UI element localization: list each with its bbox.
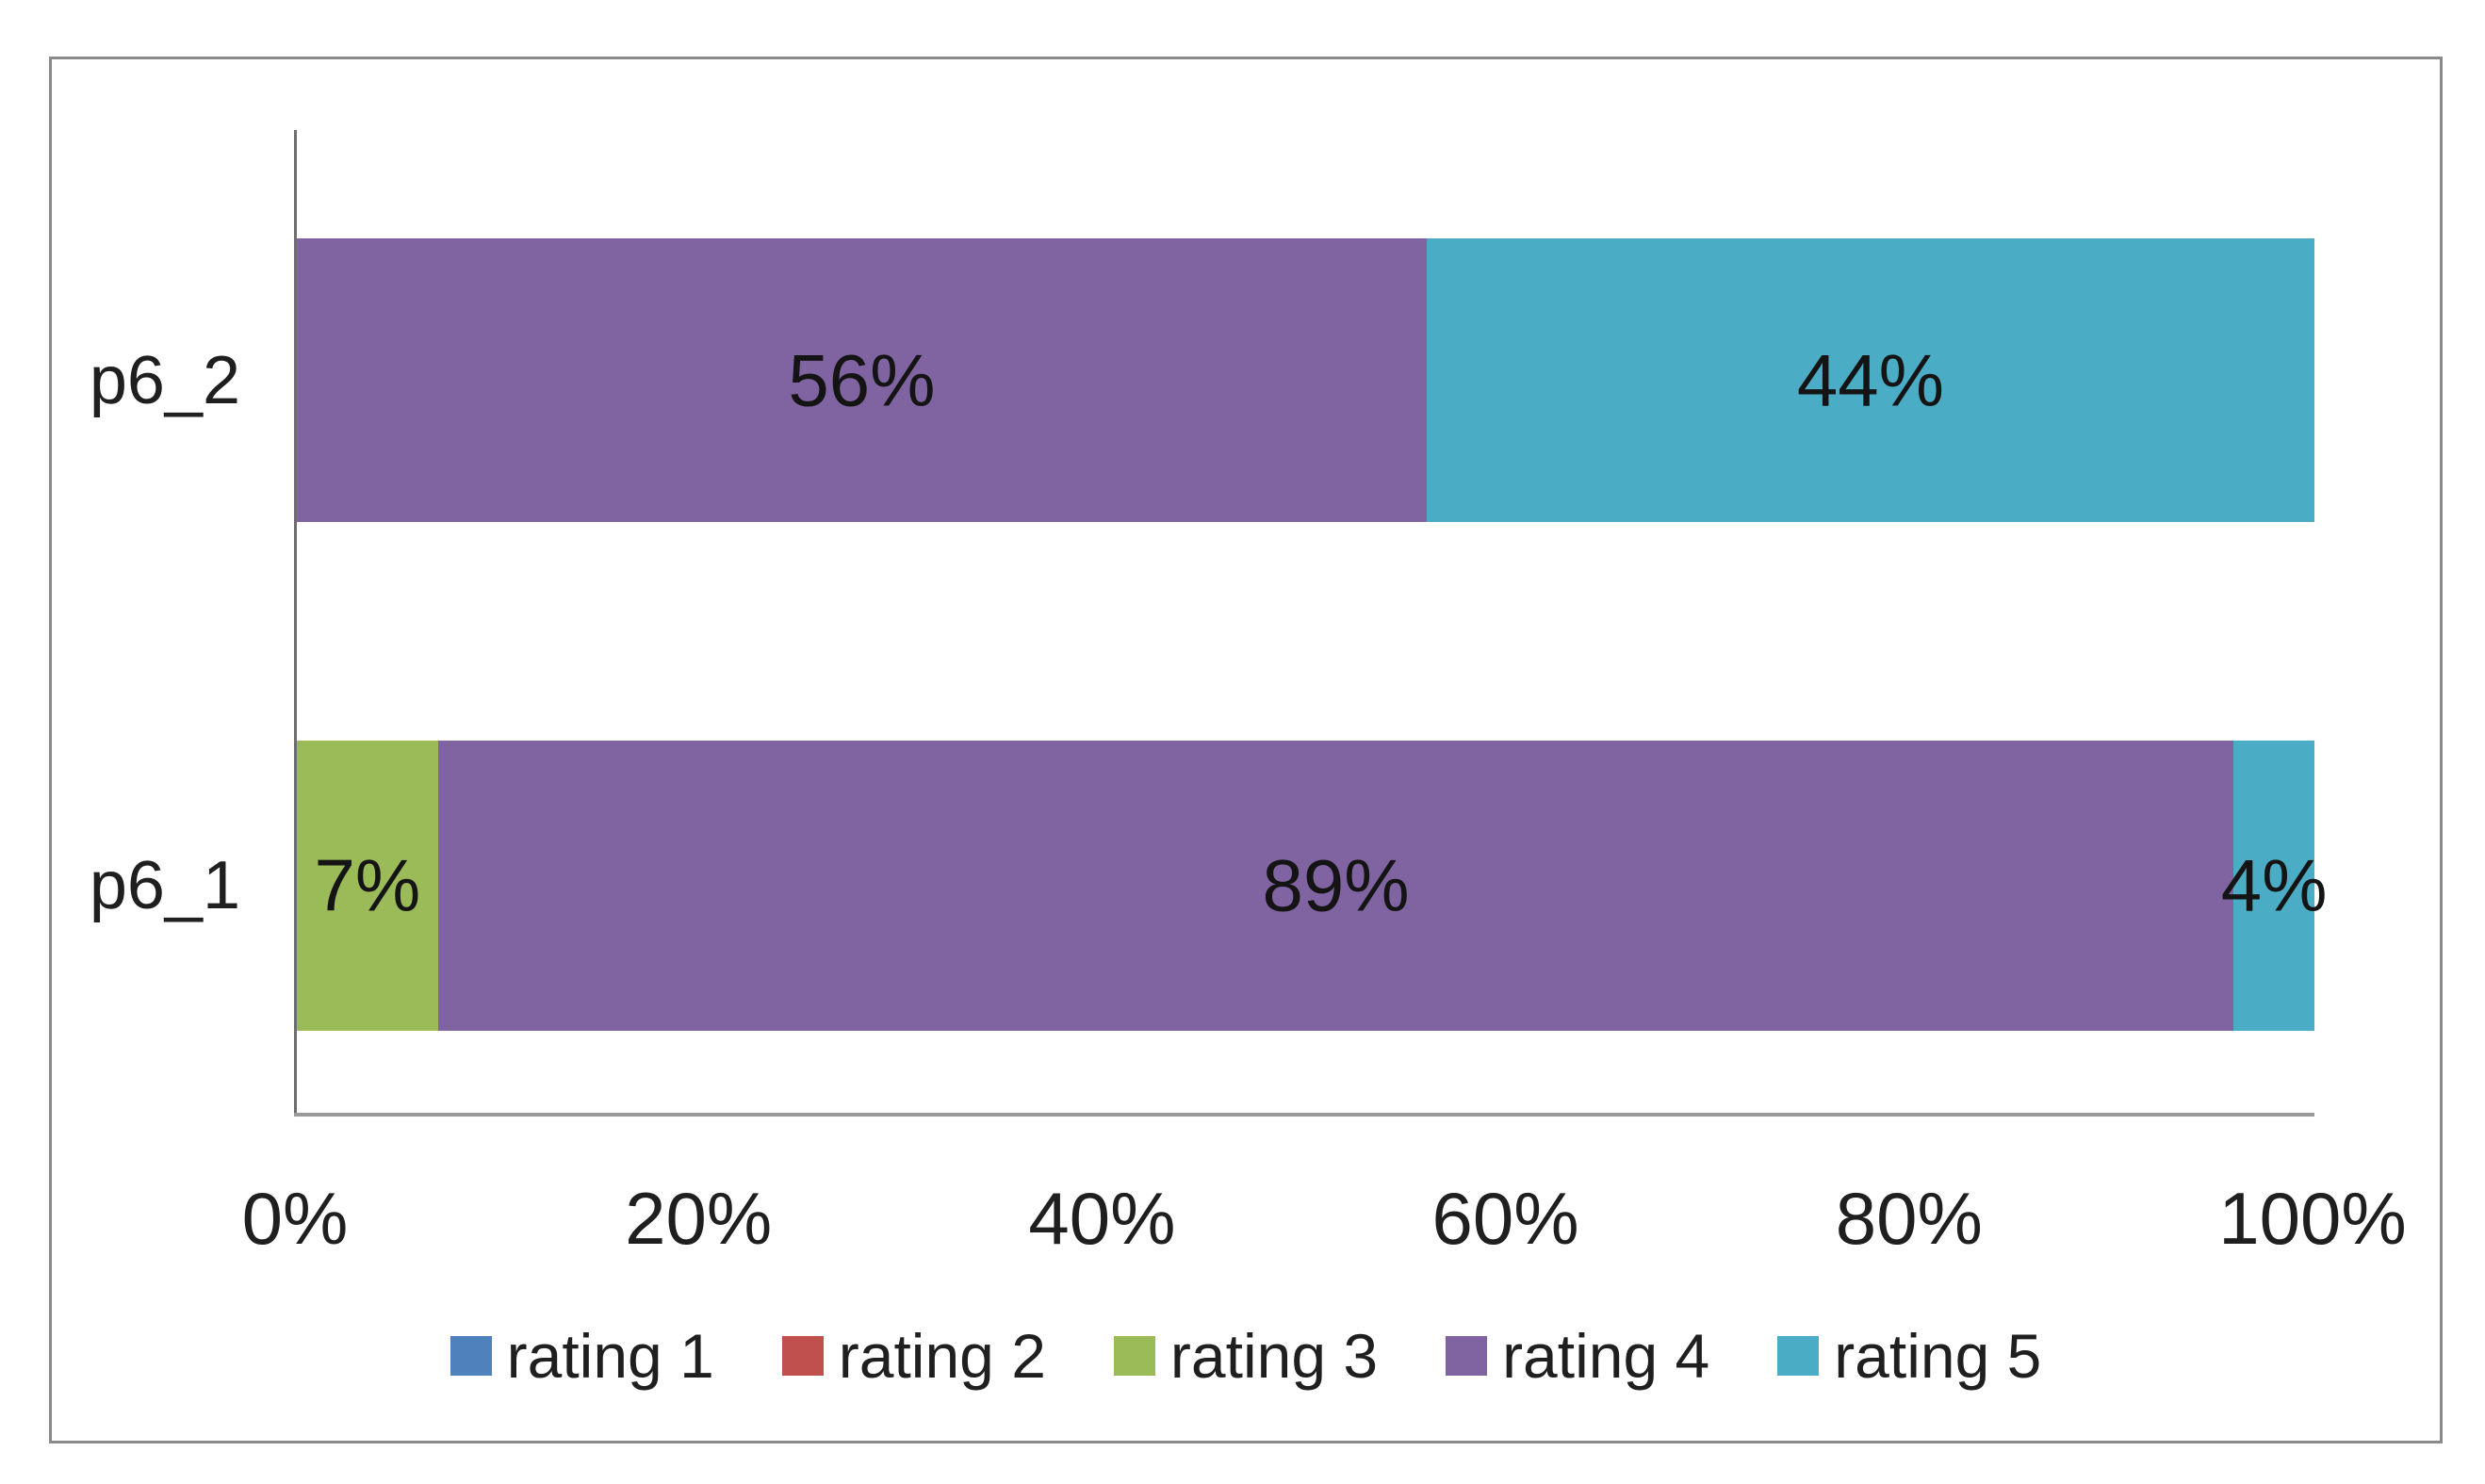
bar-row: 56% 44% bbox=[297, 238, 2314, 522]
legend-swatch-icon bbox=[1777, 1336, 1820, 1376]
legend-label: rating 2 bbox=[838, 1321, 1046, 1391]
bar-segment-label: 44% bbox=[1796, 338, 1945, 421]
legend-item: rating 2 bbox=[781, 1320, 1046, 1392]
bar-segment-label: 56% bbox=[788, 338, 936, 421]
bar-segment-rating-4: 89% bbox=[437, 741, 2234, 1031]
legend-item: rating 5 bbox=[1777, 1320, 2041, 1392]
x-tick-label: 20% bbox=[625, 1177, 773, 1260]
bar-segment-label: 7% bbox=[314, 843, 421, 927]
legend-label: rating 1 bbox=[506, 1321, 714, 1391]
x-tick-label: 100% bbox=[2218, 1177, 2407, 1260]
category-label: p6_2 bbox=[89, 342, 240, 418]
x-tick-label: 0% bbox=[241, 1177, 349, 1260]
x-tick-label: 60% bbox=[1431, 1177, 1579, 1260]
legend-swatch-icon bbox=[781, 1336, 824, 1376]
legend-label: rating 3 bbox=[1169, 1321, 1379, 1391]
legend-item: rating 1 bbox=[450, 1320, 714, 1392]
bar-segment-rating-4: 56% bbox=[297, 238, 1427, 522]
legend-swatch-icon bbox=[1446, 1336, 1488, 1376]
bar-segment-label: 89% bbox=[1262, 843, 1410, 927]
legend-swatch-icon bbox=[450, 1336, 492, 1376]
bar-segment-rating-5: 44% bbox=[1426, 238, 2314, 522]
bar-row: 7% 89% 4% bbox=[297, 741, 2328, 1031]
chart-figure: 56% 44% 7% 89% 4% p6_2 p6_1 0% 20% 40% 60% 80% 100… bbox=[49, 57, 2443, 1443]
category-label: p6_1 bbox=[89, 848, 240, 923]
x-axis-line bbox=[294, 1113, 2314, 1117]
legend-label: rating 4 bbox=[1502, 1321, 1710, 1391]
legend-label: rating 5 bbox=[1834, 1321, 2042, 1391]
x-tick-label: 80% bbox=[1835, 1177, 1983, 1260]
bar-segment-rating-5: 4% bbox=[2221, 741, 2328, 1031]
legend: rating 1 rating 2 rating 3 rating 4 rating 5 bbox=[52, 1320, 2440, 1392]
legend-swatch-icon bbox=[1113, 1336, 1155, 1376]
legend-item: rating 3 bbox=[1113, 1320, 1379, 1392]
bar-segment-rating-3: 7% bbox=[297, 741, 438, 1031]
x-tick-label: 40% bbox=[1028, 1177, 1176, 1260]
legend-item: rating 4 bbox=[1446, 1320, 1709, 1392]
bar-segment-label: 4% bbox=[2220, 843, 2328, 927]
y-axis-line bbox=[294, 130, 297, 1117]
